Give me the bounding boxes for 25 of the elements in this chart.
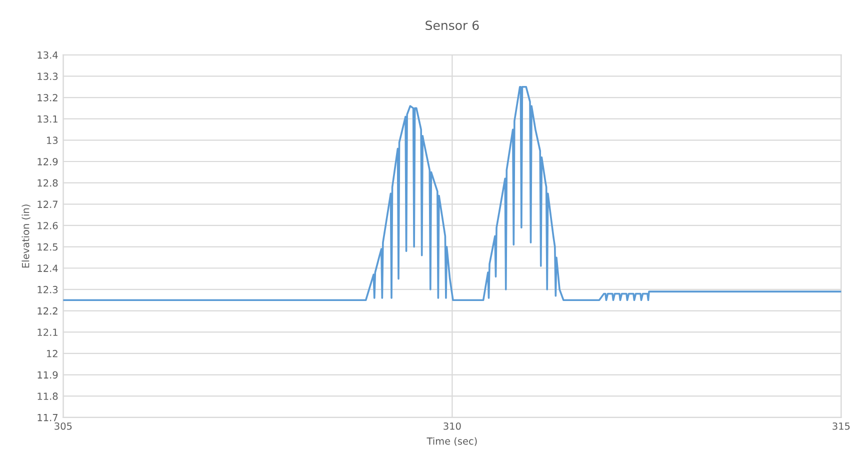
y-tick-label: 12.6 bbox=[38, 222, 58, 230]
y-tick-label: 12.8 bbox=[38, 179, 58, 187]
y-tick-label: 13.1 bbox=[38, 115, 58, 123]
x-tick-label: 305 bbox=[54, 422, 72, 430]
y-tick-label: 12.3 bbox=[38, 286, 58, 294]
y-tick-label: 13 bbox=[47, 136, 58, 144]
y-tick-label: 12.4 bbox=[38, 264, 58, 272]
y-tick-label: 11.9 bbox=[38, 371, 58, 379]
y-tick-label: 11.7 bbox=[38, 414, 58, 422]
y-tick-label: 12.5 bbox=[38, 243, 58, 251]
y-tick-label: 12 bbox=[47, 350, 58, 358]
x-tick-label: 310 bbox=[444, 422, 461, 430]
y-tick-label: 11.8 bbox=[38, 392, 58, 400]
y-axis-title: Elevation (in) bbox=[22, 204, 30, 268]
y-tick-label: 13.4 bbox=[38, 51, 58, 59]
y-tick-label: 12.9 bbox=[38, 158, 58, 166]
line-series bbox=[63, 86, 842, 302]
chart-title: Sensor 6 bbox=[426, 20, 479, 30]
y-tick-label: 12.1 bbox=[38, 328, 58, 336]
y-tick-label: 13.3 bbox=[38, 72, 58, 80]
y-tick-label: 13.2 bbox=[38, 94, 58, 102]
x-axis-title: Time (sec) bbox=[426, 437, 477, 446]
x-tick-label: 315 bbox=[832, 422, 850, 430]
y-tick-label: 12.7 bbox=[38, 200, 58, 208]
y-tick-label: 12.2 bbox=[38, 307, 58, 314]
